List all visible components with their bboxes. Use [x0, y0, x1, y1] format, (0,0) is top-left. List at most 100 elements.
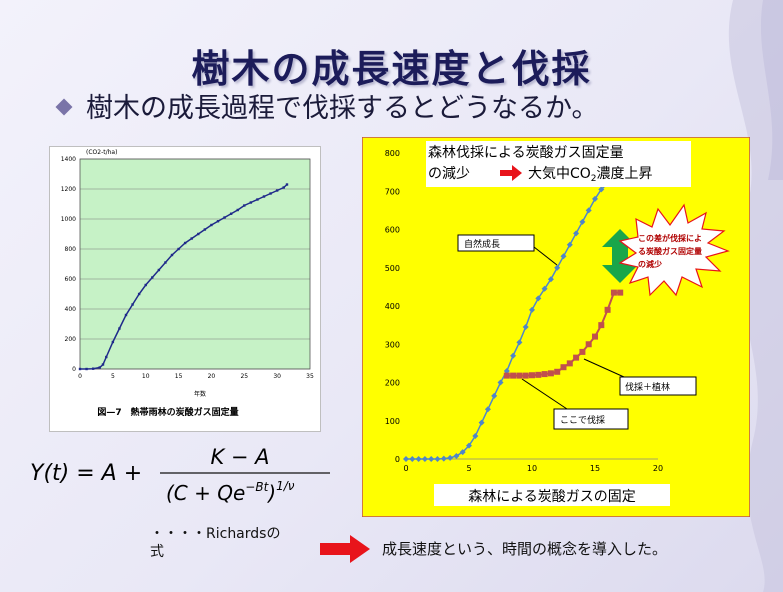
right-chart-ytick: 0 — [395, 455, 400, 464]
left-chart-xtick: 5 — [111, 373, 115, 380]
left-chart-point — [229, 212, 233, 215]
slide-subtitle: 樹木の成長過程で伐採するとどうなるか。 — [86, 93, 599, 124]
right-chart-ytick: 500 — [385, 264, 400, 273]
right-chart-point — [516, 372, 523, 379]
left-chart-xtick: 20 — [208, 373, 216, 380]
left-chart-series-line — [80, 183, 288, 370]
right-chart-xtick: 0 — [403, 464, 408, 473]
left-chart-point — [262, 195, 266, 198]
right-chart-point — [497, 379, 504, 386]
right-chart-point — [466, 442, 472, 449]
left-chart-point — [223, 216, 226, 219]
right-chart-point — [503, 368, 510, 375]
left-chart-point — [197, 232, 200, 236]
right-chart-ytick: 800 — [385, 149, 400, 158]
right-chart-point — [547, 276, 554, 283]
right-chart-point — [560, 364, 567, 371]
right-chart-point — [598, 186, 605, 193]
left-chart-point — [285, 183, 289, 186]
left-chart-point — [124, 313, 128, 317]
right-chart-title-line1: 森林伐採による炭酸ガス固定量 — [428, 145, 624, 161]
left-chart-ytick: 800 — [65, 246, 77, 253]
richards-formula: Y(t) = A + K − A (C + Qe−Bt)1/ν — [30, 445, 330, 505]
formula-denominator: (C + Qe−Bt)1/ν — [166, 479, 295, 505]
left-chart-ytick: 600 — [65, 276, 77, 283]
right-chart-point — [415, 456, 422, 462]
richards-note: ・・・・Richardsの 式 — [150, 525, 280, 561]
left-chart-xtick: 25 — [240, 373, 248, 380]
left-chart-ytick: 1000 — [61, 216, 76, 223]
right-chart-point — [428, 456, 435, 462]
right-chart-point — [447, 454, 454, 461]
conclusion-text: 成長速度という、時間の概念を導入した。 — [382, 540, 668, 558]
right-chart-point — [617, 289, 624, 296]
left-chart-point — [275, 189, 279, 192]
right-chart-point — [592, 333, 598, 340]
left-chart-ylabel: (CO2-t/ha) — [86, 149, 117, 156]
left-chart-point — [177, 247, 180, 251]
left-chart-point — [190, 237, 193, 240]
right-chart-point — [529, 372, 535, 379]
right-chart-ytick: 200 — [385, 379, 400, 388]
right-chart-point — [510, 372, 517, 379]
right-chart-point — [598, 322, 605, 329]
left-chart-point — [243, 204, 246, 207]
left-chart-xtick: 35 — [306, 373, 314, 380]
right-chart-point — [566, 241, 573, 248]
right-chart-point — [503, 372, 510, 379]
right-chart-ytick: 700 — [385, 187, 400, 196]
left-chart-point — [131, 303, 134, 306]
right-chart-point — [604, 306, 611, 313]
richards-note-line1: ・・・・Richardsの — [150, 526, 281, 542]
deforestation-chart: 0 100 200 300 400 500 600 700 800 0 5 10 15 20 森林伐採によ… — [361, 136, 751, 518]
right-chart-point — [409, 456, 416, 462]
left-chart-xtick: 15 — [175, 373, 183, 380]
left-chart-ytick: 0 — [72, 366, 76, 373]
right-chart-point — [579, 348, 586, 355]
callout-cut-here-box — [553, 408, 629, 430]
callout-natural-pointer — [533, 246, 558, 266]
label-cut-here: ここで伐採 — [560, 414, 605, 426]
growth-chart: (CO2-t/ha) 年数 図—7 熱帯雨林の炭酸ガス固定量 020040060… — [61, 149, 314, 418]
right-chart-point — [522, 324, 529, 331]
right-chart-title-effect: 大気中CO2濃度上昇 — [528, 166, 653, 184]
slide-title: 樹木の成長速度と伐採 — [191, 46, 592, 91]
right-chart-point — [541, 285, 548, 292]
callout-cut-here-pointer — [521, 378, 568, 410]
red-arrow-icon — [500, 165, 522, 181]
right-chart-point — [421, 456, 428, 462]
callout-natural-box — [457, 234, 535, 252]
right-chart-xtick: 15 — [590, 464, 600, 473]
label-cut-plus-plant: 伐採＋植林 — [625, 381, 670, 393]
left-chart-point — [236, 208, 239, 212]
burst-text-line1: この差が伐採によ — [638, 233, 702, 243]
left-chart-caption: 図—7 熱帯雨林の炭酸ガス固定量 — [97, 406, 238, 418]
right-chart-point — [566, 360, 573, 367]
right-chart-point — [541, 371, 548, 378]
right-chart-xtick: 5 — [466, 464, 471, 473]
right-chart-caption-box — [434, 484, 670, 506]
right-chart-ytick: 400 — [385, 302, 400, 311]
right-chart-point — [478, 419, 485, 426]
right-chart-point — [491, 392, 498, 399]
left-chart-point — [98, 366, 101, 369]
right-chart-point — [547, 370, 554, 377]
right-chart-point — [585, 207, 592, 214]
right-chart-point — [510, 352, 517, 359]
left-chart-panel: (CO2-t/ha) 年数 図—7 熱帯雨林の炭酸ガス固定量 0 200 400 60… — [49, 146, 321, 432]
left-chart-point — [78, 367, 82, 371]
left-chart-point — [137, 292, 141, 296]
right-chart-point — [592, 195, 598, 202]
left-chart-point — [183, 241, 187, 245]
right-chart-point — [472, 433, 479, 440]
right-chart-point — [554, 368, 561, 375]
right-chart-ytick: 100 — [385, 417, 400, 426]
richards-note-line2: 式 — [150, 544, 164, 560]
right-chart-point — [440, 455, 447, 462]
right-chart-point — [403, 456, 409, 462]
left-chart-point — [164, 261, 167, 264]
bullet-diamond-icon — [55, 98, 73, 116]
right-chart-point — [585, 341, 592, 348]
right-chart-point — [529, 306, 535, 313]
right-chart-point — [516, 339, 523, 346]
